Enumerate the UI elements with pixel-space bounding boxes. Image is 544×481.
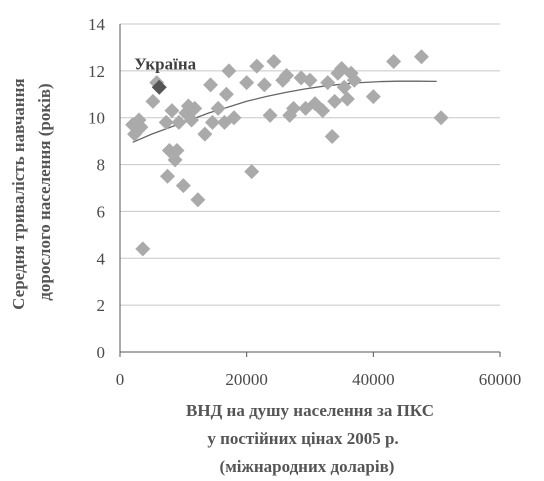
data-point xyxy=(244,164,260,180)
data-point xyxy=(315,103,331,119)
x-tick-label: 40000 xyxy=(352,370,395,389)
data-point xyxy=(413,49,429,65)
data-point xyxy=(197,126,213,142)
data-point xyxy=(256,77,272,93)
y-tick-label: 6 xyxy=(97,202,106,221)
data-point xyxy=(158,114,174,130)
data-point xyxy=(266,53,282,69)
data-point xyxy=(218,86,234,102)
y-tick-label: 4 xyxy=(97,249,106,268)
data-point xyxy=(262,107,278,123)
data-point xyxy=(327,93,343,109)
data-point xyxy=(279,68,295,84)
y-tick-labels: 0 2 4 6 8 10 12 14 xyxy=(88,15,106,362)
data-point xyxy=(187,100,203,116)
data-point xyxy=(164,103,180,119)
data-point xyxy=(169,143,185,159)
x-tick-label: 0 xyxy=(116,370,125,389)
data-point xyxy=(171,114,187,130)
x-tick-labels: 0 20000 40000 60000 xyxy=(116,370,522,389)
data-point xyxy=(336,79,352,95)
data-point xyxy=(339,91,355,107)
x-axis-label-line-3: (міжнародних доларів) xyxy=(220,457,395,476)
data-point xyxy=(145,93,161,109)
highlight-group: Україна xyxy=(134,54,197,95)
data-point xyxy=(184,112,200,128)
x-axis-label-line-1: ВНД на душу населення за ПКС xyxy=(186,401,434,420)
data-point xyxy=(365,89,381,105)
data-point xyxy=(203,77,219,93)
y-tick-label: 2 xyxy=(97,296,106,315)
data-point xyxy=(324,128,340,144)
data-point xyxy=(135,241,151,257)
y-tick-label: 14 xyxy=(88,15,106,34)
data-point xyxy=(204,114,220,130)
y-axis-label-line-2: дорослого населення (років) xyxy=(35,83,54,300)
x-tick-label: 60000 xyxy=(479,370,522,389)
data-point xyxy=(433,110,449,126)
ukraine-point xyxy=(151,79,167,95)
data-point xyxy=(161,143,177,159)
axes xyxy=(119,24,501,357)
data-point xyxy=(386,53,402,69)
data-point xyxy=(346,72,362,88)
data-point xyxy=(239,75,255,91)
data-point xyxy=(286,100,302,116)
data-point xyxy=(175,178,191,194)
y-tick-label: 10 xyxy=(88,109,105,128)
y-tick-label: 12 xyxy=(88,62,105,81)
x-tick-label: 20000 xyxy=(225,370,268,389)
data-point xyxy=(190,192,206,208)
data-point xyxy=(221,63,237,79)
data-point xyxy=(210,100,226,116)
data-point xyxy=(133,119,149,135)
y-axis-label: Середня тривалість навчання дорослого на… xyxy=(9,74,54,310)
data-point xyxy=(160,168,175,184)
data-point xyxy=(320,75,336,91)
y-axis-label-line-1: Середня тривалість навчання xyxy=(9,78,28,309)
data-point xyxy=(249,58,265,74)
x-axis-label-line-2: у постійних цінах 2005 р. xyxy=(207,429,398,448)
data-point xyxy=(302,72,318,88)
data-points xyxy=(125,49,449,257)
y-tick-label: 8 xyxy=(97,156,106,175)
ukraine-label: Україна xyxy=(134,54,196,73)
data-point xyxy=(226,110,242,126)
y-tick-label: 0 xyxy=(97,343,106,362)
